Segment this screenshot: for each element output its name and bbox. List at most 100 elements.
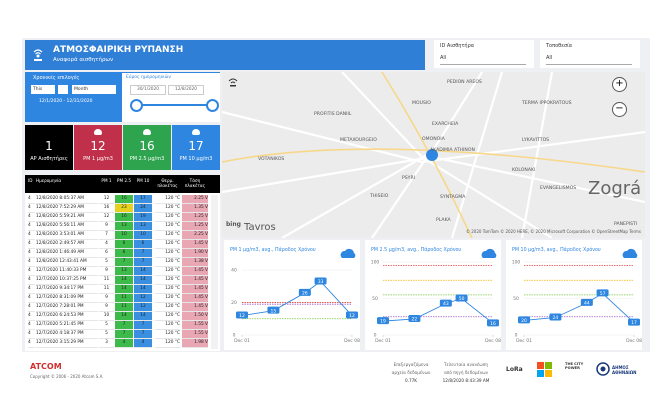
table-cell: 4 bbox=[28, 213, 35, 222]
slider-track bbox=[136, 104, 212, 106]
table-cell: 4 bbox=[28, 330, 35, 339]
filter[interactable]: Τοποθεσία All bbox=[540, 40, 640, 68]
time-panel: Χρονικές επιλογές This Month 12/1/2020 -… bbox=[25, 72, 220, 122]
table-cell: 3 bbox=[99, 339, 114, 348]
table-cell: 4 bbox=[99, 240, 114, 249]
map-roads bbox=[222, 72, 645, 238]
count-input[interactable] bbox=[58, 85, 68, 94]
data-table: ID Ημερομηνία PM 1 PM 2.5 PM 10 Θερμ. πλακέτα… bbox=[25, 175, 220, 351]
x-tick-label: Dec 08 bbox=[626, 338, 642, 344]
table-cell: 12 bbox=[134, 294, 152, 303]
table-cell: 7 bbox=[99, 231, 114, 240]
kpi-card: 16 PM 2.5 μg/m3 bbox=[123, 125, 171, 170]
start-date[interactable]: 30/1/2020 bbox=[130, 85, 166, 95]
kpi-label: ΑΡ Αισθητήρες bbox=[30, 156, 68, 162]
table-cell: 19 bbox=[134, 213, 152, 222]
table-cell: 1.50 V bbox=[182, 312, 208, 321]
data-label-box bbox=[346, 311, 358, 319]
end-date[interactable]: 12/8/2020 bbox=[168, 85, 204, 95]
table-cell: 12 bbox=[134, 303, 152, 312]
table-cell: 16 bbox=[115, 213, 133, 222]
footer-stat: Τελευταία ανανέωση bbox=[443, 362, 489, 367]
x-tick-label: Dec 01 bbox=[516, 338, 532, 344]
data-label: 22 bbox=[412, 317, 418, 323]
table-cell: 12/7/2020 11:40:33 PM bbox=[36, 267, 98, 276]
place-label: MOUSIO bbox=[412, 101, 431, 106]
table-cell: 7 bbox=[115, 321, 133, 330]
table-cell: 13 bbox=[115, 267, 133, 276]
data-label: 16 bbox=[490, 321, 496, 327]
table-cell: 13 bbox=[134, 222, 152, 231]
data-label: 12 bbox=[239, 313, 245, 319]
data-label: 15 bbox=[271, 308, 277, 314]
place-label: OMONOIA bbox=[422, 137, 445, 142]
data-label-box bbox=[549, 313, 562, 321]
filter-value[interactable]: All bbox=[440, 55, 526, 65]
table-cell: 4 bbox=[28, 204, 35, 213]
kpi-label: PM 1 μg/m3 bbox=[83, 156, 113, 162]
table-cell: 12 bbox=[99, 213, 114, 222]
table-cell: 14 bbox=[134, 312, 152, 321]
table-cell: 7 bbox=[134, 249, 152, 258]
data-label-box bbox=[628, 318, 640, 326]
cloud-icon bbox=[340, 248, 356, 258]
footer-copyright: Copyright © 2006 - 2020 Atcom S.A. bbox=[30, 374, 104, 379]
table-cell: 4 bbox=[28, 249, 35, 258]
table-cell: 14 bbox=[115, 276, 133, 285]
table-cell: 1.45 V bbox=[182, 285, 208, 294]
period-select[interactable]: This bbox=[31, 85, 55, 94]
column-header: Θερμ. πλακέτας bbox=[157, 178, 178, 188]
place-label: Zográ bbox=[588, 178, 642, 199]
filter[interactable]: ID Αισθητήρα All bbox=[434, 40, 534, 68]
scrollbar[interactable] bbox=[211, 195, 218, 349]
place-label: KOLONAKI bbox=[512, 168, 536, 173]
x-tick-label: Dec 01 bbox=[234, 338, 250, 344]
place-label: AKADIMIA ATHINON bbox=[430, 148, 475, 153]
table-cell: 1.25 V bbox=[182, 213, 208, 222]
table-cell: 12/8/2020 12:43:41 AM bbox=[36, 258, 98, 267]
sensor-icon bbox=[33, 49, 43, 61]
zoom-out[interactable]: − bbox=[612, 102, 627, 117]
map[interactable]: + − bing © 2020 TomTom © 2020 HERE, © 20… bbox=[222, 72, 645, 238]
table-cell: 12/8/2020 5:56:11 AM bbox=[36, 222, 98, 231]
table-cell: 12/8/2020 1:46:49 AM bbox=[36, 249, 98, 258]
table-cell: 9 bbox=[99, 267, 114, 276]
place-label: EVANGELISMOS bbox=[540, 186, 577, 191]
data-label: 44 bbox=[584, 300, 590, 306]
table-cell: 12/8/2020 3:53:01 AM bbox=[36, 231, 98, 240]
column-header: PM 1 bbox=[101, 178, 112, 183]
table-cell: 16 bbox=[115, 195, 133, 204]
kpi-value: 1 bbox=[45, 139, 53, 153]
table-cell: 1.45 V bbox=[182, 240, 208, 249]
table-cell: 12/7/2020 5:21:45 PM bbox=[36, 321, 98, 330]
slider-handle[interactable] bbox=[206, 99, 219, 112]
table-cell: 9 bbox=[99, 303, 114, 312]
kpi-value: 12 bbox=[90, 139, 106, 153]
table-cell: 1.55 V bbox=[182, 330, 208, 339]
y-tick-label: 100 bbox=[512, 260, 521, 266]
cloud-icon bbox=[622, 248, 638, 258]
table-cell: 1.45 V bbox=[182, 267, 208, 276]
x-tick-label: Dec 01 bbox=[375, 338, 391, 344]
table-cell: 11 bbox=[115, 303, 133, 312]
table-cell: 120 °C bbox=[155, 195, 180, 204]
data-label-box bbox=[596, 289, 609, 297]
table-cell: 5 bbox=[99, 330, 114, 339]
filter-value[interactable]: All bbox=[546, 55, 632, 65]
table-cell: 9 bbox=[99, 294, 114, 303]
table-cell: 4 bbox=[28, 339, 35, 348]
table-cell: 7 bbox=[115, 258, 133, 267]
chart: 0 50 100 Dec 01 Dec 08 19 22 43 50 16 bbox=[371, 248, 501, 344]
chart-title: PM 2.5 μg/m3, avg., Πάροδος Χρόνου bbox=[371, 248, 462, 253]
data-label: 43 bbox=[443, 301, 449, 307]
kpi-card: 17 PM 10 μg/m3 bbox=[172, 125, 220, 170]
table-cell: 11 bbox=[99, 276, 114, 285]
slider-handle[interactable] bbox=[130, 99, 143, 112]
table-cell: 12/7/2020 8:31:09 PM bbox=[36, 294, 98, 303]
kpi-icon bbox=[143, 129, 151, 135]
zoom-in[interactable]: + bbox=[612, 77, 627, 92]
unit-select[interactable]: Month bbox=[72, 85, 116, 94]
data-label: 50 bbox=[459, 296, 465, 302]
chart: 0 20 40 Dec 01 Dec 08 12 15 26 33 12 bbox=[231, 248, 360, 344]
y-tick-label: 50 bbox=[372, 296, 378, 302]
